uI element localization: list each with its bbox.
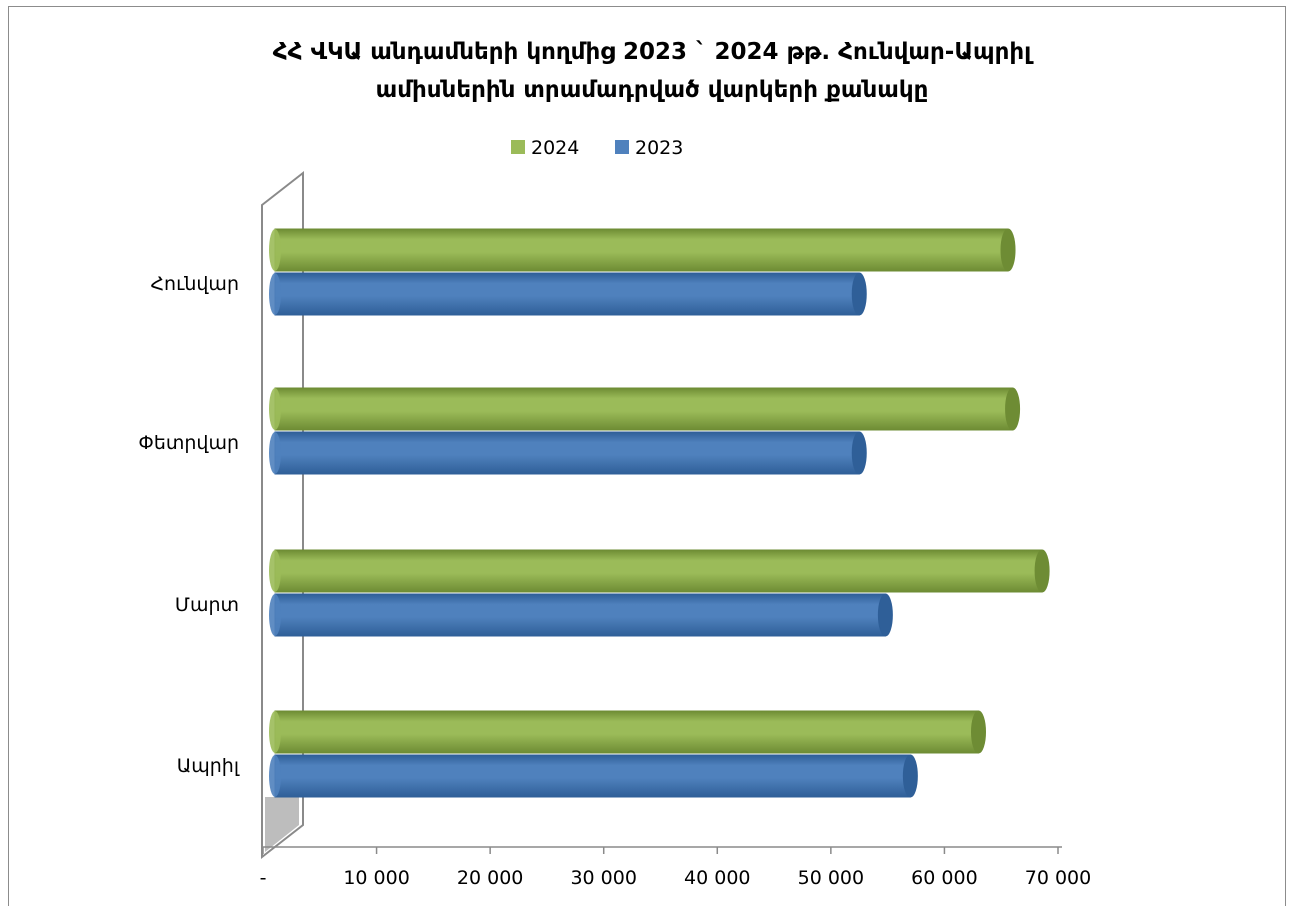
bar-body	[274, 549, 1043, 593]
bar-base	[269, 273, 281, 315]
bar-body	[274, 387, 1014, 431]
x-tick-label: 50 000	[798, 867, 864, 889]
legend-label-2023: 2023	[635, 137, 683, 159]
bar-base	[269, 594, 281, 636]
x-tick-label: 10 000	[343, 867, 409, 889]
bar-base	[269, 229, 281, 271]
bar-2024-1	[269, 228, 1016, 272]
bar-cap	[1005, 387, 1021, 431]
bars	[269, 228, 1050, 798]
category-label: Փետրվար	[138, 432, 239, 454]
bar-base	[269, 711, 281, 753]
x-tick-label: 70 000	[1025, 867, 1091, 889]
x-tick-label: 20 000	[457, 867, 523, 889]
x-tick-label: 60 000	[911, 867, 977, 889]
bar-base	[269, 388, 281, 430]
bar-base	[269, 432, 281, 474]
x-tick-label: 40 000	[684, 867, 750, 889]
chart-svg: ՀՀ ՎԿԱ անդամների կողմից 2023 ` 2024 թթ. …	[138, 39, 1091, 889]
bar-2024-2	[269, 387, 1021, 431]
bar-body	[274, 431, 860, 475]
category-labels: Հունվար Փետրվար Մարտ Ապրիլ	[138, 273, 239, 777]
bar-base	[269, 550, 281, 592]
bar-body	[274, 272, 860, 316]
legend-swatch-2024	[511, 140, 525, 154]
x-tick-label: -	[260, 867, 267, 889]
legend: 2024 2023	[511, 137, 683, 159]
legend-swatch-2023	[615, 140, 629, 154]
bar-cap	[1000, 228, 1016, 272]
bar-cap	[877, 593, 893, 637]
bar-2023-4	[269, 754, 918, 798]
bar-2024-4	[269, 710, 986, 754]
category-label: Մարտ	[175, 594, 239, 616]
chart-title-line-2: ամիսներին տրամադրված վարկերի քանակը	[376, 77, 929, 103]
bar-2024-3	[269, 549, 1050, 593]
category-label: Ապրիլ	[177, 755, 240, 777]
chart-back-wall	[261, 170, 304, 860]
bar-cap	[902, 754, 918, 798]
bar-2023-1	[269, 272, 867, 316]
chart-title-line-1: ՀՀ ՎԿԱ անդամների կողմից 2023 ` 2024 թթ. …	[273, 39, 1034, 65]
x-tick-label: 30 000	[570, 867, 636, 889]
wall-side	[261, 170, 304, 860]
legend-label-2024: 2024	[531, 137, 579, 159]
bar-cap	[1034, 549, 1050, 593]
x-axis: - 10 000 20 000 30 000 40 000 50 000 60 000 70 …	[260, 846, 1091, 889]
bar-body	[274, 593, 886, 637]
chart-frame: ՀՀ ՎԿԱ անդամների կողմից 2023 ` 2024 թթ. …	[8, 6, 1286, 906]
bar-body	[274, 710, 979, 754]
bar-2023-3	[269, 593, 893, 637]
bar-base	[269, 755, 281, 797]
bar-cap	[971, 710, 986, 754]
category-label: Հունվար	[150, 273, 239, 295]
bar-body	[274, 754, 911, 798]
bar-2023-2	[269, 431, 867, 475]
bar-cap	[851, 272, 867, 316]
wall-floor-shadow	[265, 797, 299, 852]
bar-cap	[851, 431, 867, 475]
bar-body	[274, 228, 1009, 272]
